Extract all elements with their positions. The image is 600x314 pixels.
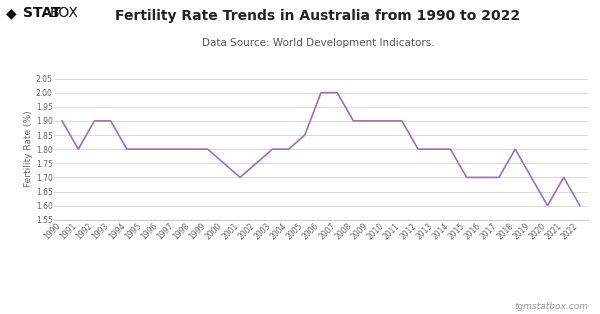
Text: tgmstatbox.com: tgmstatbox.com — [514, 302, 588, 311]
Text: STAT: STAT — [23, 6, 61, 20]
Text: ◆: ◆ — [6, 6, 17, 20]
Y-axis label: Fertility Rate (%): Fertility Rate (%) — [24, 111, 33, 187]
Text: Data Source: World Development Indicators.: Data Source: World Development Indicator… — [202, 38, 434, 48]
Text: BOX: BOX — [50, 6, 79, 20]
Text: Fertility Rate Trends in Australia from 1990 to 2022: Fertility Rate Trends in Australia from … — [115, 9, 521, 24]
